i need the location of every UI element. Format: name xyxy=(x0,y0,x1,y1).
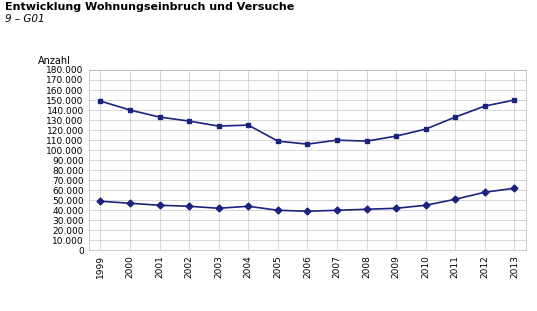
Wohnungseinbruch § 244 Abs. 1 Nr. 3 StGB (435*00) xyxy=(127,108,133,112)
Line: Wohnungseinbruch § 244 Abs. 1 Nr. 3 StGB (435*00): Wohnungseinbruch § 244 Abs. 1 Nr. 3 StGB… xyxy=(98,98,517,146)
Line: Versuche: Versuche xyxy=(98,186,517,214)
Text: Entwicklung Wohnungseinbruch und Versuche: Entwicklung Wohnungseinbruch und Versuch… xyxy=(5,2,295,12)
Versuche xyxy=(364,207,370,211)
Wohnungseinbruch § 244 Abs. 1 Nr. 3 StGB (435*00) xyxy=(156,115,163,119)
Versuche xyxy=(127,202,133,205)
Versuche xyxy=(97,199,104,203)
Versuche xyxy=(304,209,311,213)
Wohnungseinbruch § 244 Abs. 1 Nr. 3 StGB (435*00) xyxy=(215,124,222,128)
Versuche xyxy=(215,207,222,210)
Versuche xyxy=(334,208,340,212)
Wohnungseinbruch § 244 Abs. 1 Nr. 3 StGB (435*00) xyxy=(364,139,370,143)
Wohnungseinbruch § 244 Abs. 1 Nr. 3 StGB (435*00) xyxy=(274,139,281,143)
Text: 9 – G01: 9 – G01 xyxy=(5,14,45,24)
Versuche xyxy=(423,203,429,207)
Wohnungseinbruch § 244 Abs. 1 Nr. 3 StGB (435*00) xyxy=(245,123,251,127)
Versuche xyxy=(245,204,251,208)
Wohnungseinbruch § 244 Abs. 1 Nr. 3 StGB (435*00) xyxy=(423,127,429,131)
Wohnungseinbruch § 244 Abs. 1 Nr. 3 StGB (435*00) xyxy=(186,119,192,123)
Wohnungseinbruch § 244 Abs. 1 Nr. 3 StGB (435*00) xyxy=(452,115,459,119)
Wohnungseinbruch § 244 Abs. 1 Nr. 3 StGB (435*00) xyxy=(304,142,311,146)
Wohnungseinbruch § 244 Abs. 1 Nr. 3 StGB (435*00) xyxy=(511,98,518,102)
Versuche xyxy=(482,190,488,194)
Versuche xyxy=(393,207,400,210)
Wohnungseinbruch § 244 Abs. 1 Nr. 3 StGB (435*00) xyxy=(334,138,340,142)
Versuche xyxy=(186,204,192,208)
Wohnungseinbruch § 244 Abs. 1 Nr. 3 StGB (435*00) xyxy=(97,99,104,103)
Versuche xyxy=(452,197,459,201)
Versuche xyxy=(511,186,518,190)
Versuche xyxy=(274,208,281,212)
Versuche xyxy=(156,203,163,207)
Text: Anzahl: Anzahl xyxy=(38,56,71,66)
Wohnungseinbruch § 244 Abs. 1 Nr. 3 StGB (435*00) xyxy=(393,134,400,138)
Wohnungseinbruch § 244 Abs. 1 Nr. 3 StGB (435*00) xyxy=(482,104,488,108)
